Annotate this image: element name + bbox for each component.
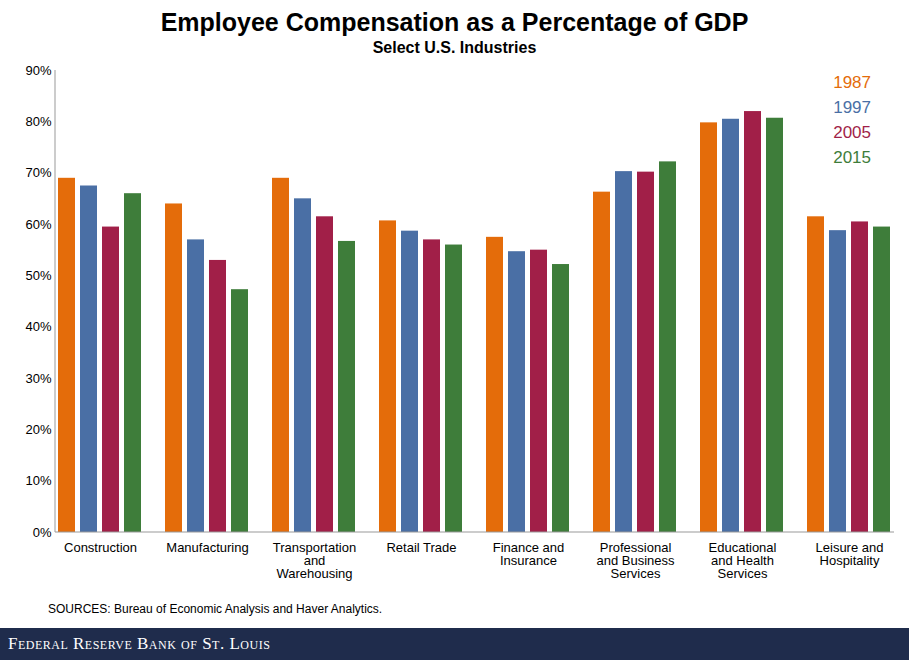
svg-text:90%: 90% <box>25 63 51 78</box>
html-text:Select U.S. Industries: Select U.S. Industries <box>372 39 537 56</box>
svg-text:Professionaland BusinessServic: Professionaland BusinessServices <box>596 540 675 581</box>
svg-text:70%: 70% <box>25 165 51 180</box>
html-text:2015: 2015 <box>833 148 871 167</box>
svg-text:Finance andInsurance: Finance andInsurance <box>493 540 565 568</box>
svg-text:Educationaland HealthServices: Educationaland HealthServices <box>709 540 777 581</box>
svg-text:Manufacturing: Manufacturing <box>166 540 248 555</box>
html-text:SOURCES: Bureau of Economic An: SOURCES: Bureau of Economic Analysis and… <box>48 602 383 616</box>
svg-text:60%: 60% <box>25 217 51 232</box>
svg-text:50%: 50% <box>25 268 51 283</box>
svg-text:80%: 80% <box>25 114 51 129</box>
svg-text:10%: 10% <box>25 473 51 488</box>
svg-text:Leisure andHospitality: Leisure andHospitality <box>816 540 884 568</box>
svg-text:Construction: Construction <box>64 540 137 555</box>
html-text:Federal Reserve Bank of St. Lo: Federal Reserve Bank of St. Louis <box>8 634 271 653</box>
html-text:1997: 1997 <box>833 98 871 117</box>
svg-text:0%: 0% <box>33 525 52 540</box>
svg-text:TransportationandWarehousing: TransportationandWarehousing <box>273 540 356 581</box>
svg-text:40%: 40% <box>25 319 51 334</box>
html-text:1987: 1987 <box>833 73 871 92</box>
html-text:2005: 2005 <box>833 123 871 142</box>
svg-text:20%: 20% <box>25 422 51 437</box>
svg-text:Retail Trade: Retail Trade <box>386 540 456 555</box>
svg-text:30%: 30% <box>25 371 51 386</box>
html-text:Employee Compensation as a Per: Employee Compensation as a Percentage of… <box>160 8 749 36</box>
